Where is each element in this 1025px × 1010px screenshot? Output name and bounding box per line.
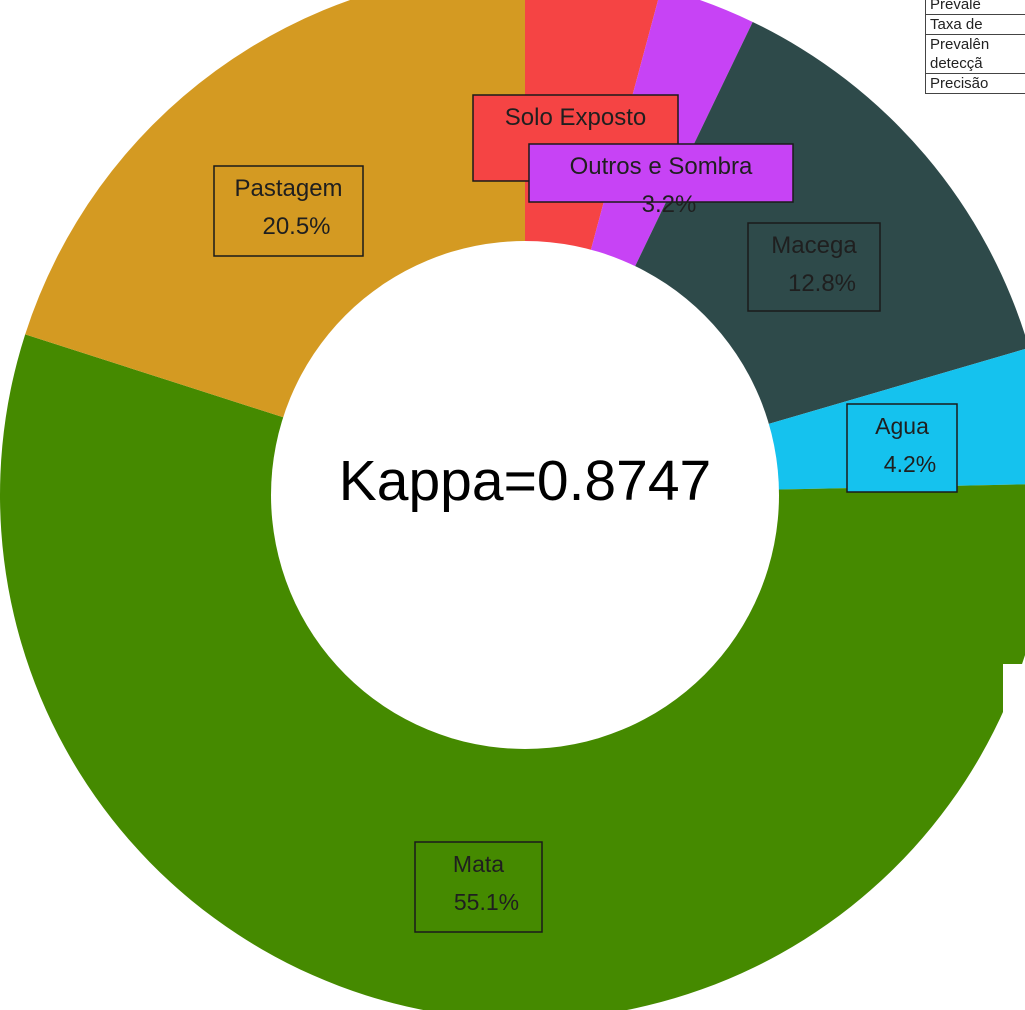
label-box-outros-e-sombra: Outros e Sombra 3.2% xyxy=(528,143,794,218)
label-box-macega: Macega 12.8% xyxy=(747,222,881,312)
slice-value-agua: 4.2% xyxy=(884,451,936,477)
slice-labels: Solo Exposto Outros e Sombra 3.2% Macega 12.… xyxy=(213,94,958,933)
label-frame-pastagem xyxy=(213,165,364,257)
label-box-solo-exposto: Solo Exposto xyxy=(472,94,679,182)
donut-hole xyxy=(271,241,779,749)
side-table-row: Precisão xyxy=(925,73,1025,94)
side-table-cell: Precisão xyxy=(925,73,1025,94)
slice-label-pastagem: Pastagem xyxy=(234,175,342,202)
slice-value-pastagem: 20.5% xyxy=(262,213,330,240)
edge-mask xyxy=(1003,664,1025,1010)
slice-label-macega: Macega xyxy=(771,232,857,259)
side-table-cell: Taxa de xyxy=(925,14,1025,35)
label-frame-mata xyxy=(414,841,543,933)
slice-value-macega: 12.8% xyxy=(788,270,856,297)
slice-value-mata: 55.1% xyxy=(454,889,519,915)
label-frame-outros-e-sombra xyxy=(528,143,794,203)
label-box-pastagem: Pastagem 20.5% xyxy=(213,165,364,257)
side-table-row: Taxa de xyxy=(925,14,1025,35)
label-frame-macega xyxy=(747,222,881,312)
side-table-row: Prevalê xyxy=(925,0,1025,15)
side-table: Prevalê Taxa de Prevalên detecçã Precisão xyxy=(925,0,1025,94)
label-box-agua: Agua 4.2% xyxy=(846,403,958,493)
side-table-row: Prevalên detecçã xyxy=(925,34,1025,74)
slice-value-outros-e-sombra: 3.2% xyxy=(642,191,697,218)
label-frame-agua xyxy=(846,403,958,493)
side-table-cell: Prevalên detecçã xyxy=(925,34,1025,74)
label-box-mata: Mata 55.1% xyxy=(414,841,543,933)
side-table-cell: Prevalê xyxy=(925,0,1025,15)
slice-label-solo-exposto: Solo Exposto xyxy=(505,104,646,131)
kappa-label: Kappa=0.8747 xyxy=(339,449,711,513)
slice-label-mata: Mata xyxy=(453,851,504,877)
slice-label-agua: Agua xyxy=(875,413,929,439)
slice-label-outros-e-sombra: Outros e Sombra xyxy=(570,153,753,180)
